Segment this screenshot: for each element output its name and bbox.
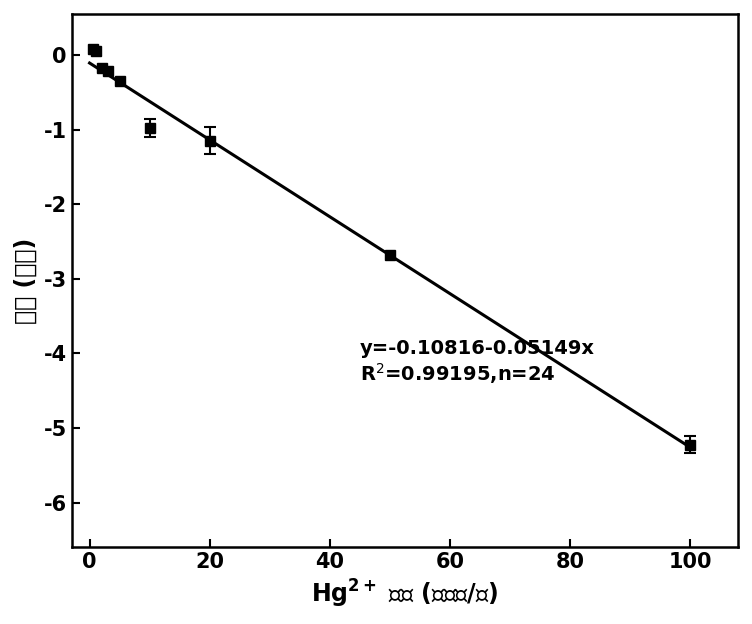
- Y-axis label: 电流 (微安): 电流 (微安): [14, 238, 38, 324]
- Text: y=-0.10816-0.05149x
R$^2$=0.99195,n=24: y=-0.10816-0.05149x R$^2$=0.99195,n=24: [359, 339, 595, 386]
- X-axis label: $\mathbf{Hg^{2+}}$ 浓度 (纳摩尔/升): $\mathbf{Hg^{2+}}$ 浓度 (纳摩尔/升): [311, 578, 499, 610]
